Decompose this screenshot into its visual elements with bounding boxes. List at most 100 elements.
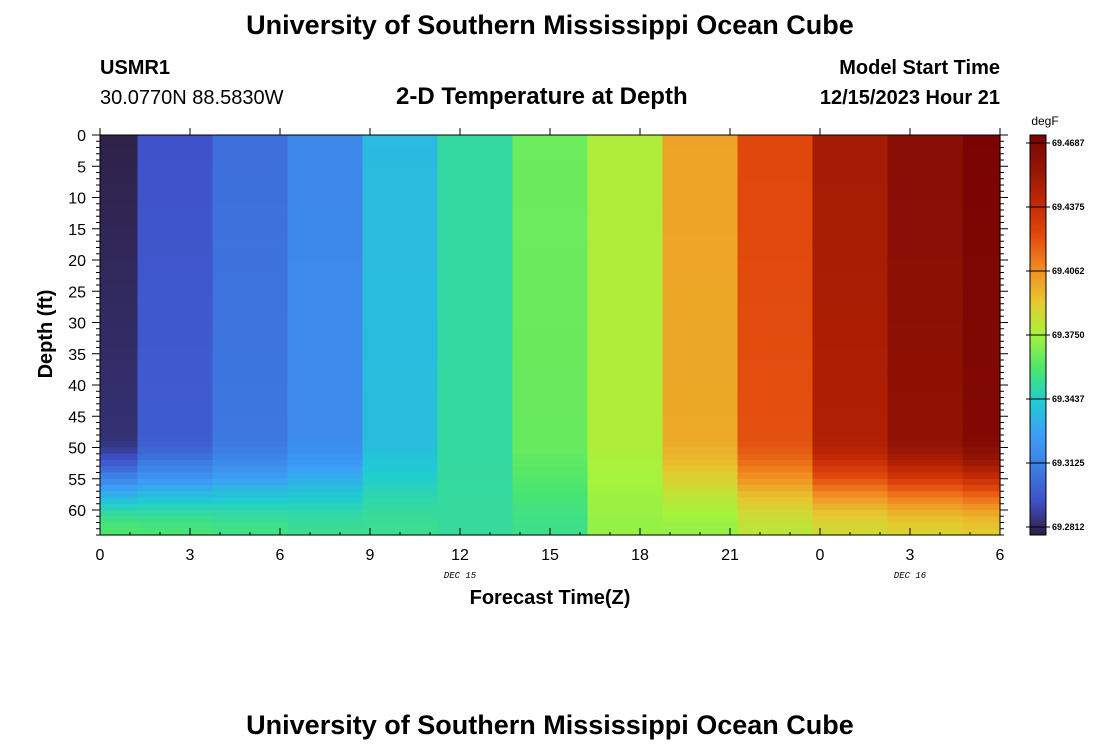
heatmap-cell — [100, 285, 139, 292]
heatmap-cell — [362, 197, 439, 205]
heatmap-cell — [437, 141, 514, 149]
heatmap-cell — [362, 372, 439, 380]
heatmap-cell — [212, 172, 289, 180]
heatmap-cell — [812, 403, 889, 411]
heatmap-cell — [737, 460, 814, 467]
heatmap-cell — [662, 297, 739, 305]
heatmap-cell — [137, 447, 214, 455]
heatmap-cell — [137, 510, 214, 517]
heatmap-cell — [437, 160, 514, 167]
heatmap-cell — [137, 360, 214, 367]
heatmap-cell — [962, 197, 1001, 205]
heatmap-cell — [137, 403, 214, 411]
heatmap-cell — [287, 335, 364, 342]
heatmap-cell — [137, 347, 214, 355]
heatmap-cell — [887, 466, 964, 474]
heatmap-cell — [100, 260, 139, 267]
heatmap-cell — [662, 460, 739, 467]
heatmap-cell — [512, 297, 589, 305]
heatmap-cell — [737, 222, 814, 230]
heatmap-cell — [812, 310, 889, 317]
heatmap-cell — [362, 266, 439, 274]
heatmap-cell — [137, 422, 214, 430]
heatmap-cell — [887, 510, 964, 517]
heatmap-cell — [587, 172, 664, 180]
heatmap-cell — [662, 147, 739, 155]
heatmap-cell — [100, 222, 139, 230]
heatmap-cell — [100, 241, 139, 249]
heatmap-cell — [737, 285, 814, 292]
heatmap-cell — [212, 322, 289, 330]
heatmap-cell — [362, 416, 439, 424]
heatmap-cell — [137, 460, 214, 467]
heatmap-cell — [587, 347, 664, 355]
heatmap-cell — [512, 178, 589, 186]
heatmap-cell — [437, 291, 514, 299]
heatmap-cell — [362, 360, 439, 367]
heatmap-cell — [812, 172, 889, 180]
heatmap-cell — [962, 447, 1001, 455]
heatmap-cell — [212, 435, 289, 442]
heatmap-cell — [137, 322, 214, 330]
heatmap-cell — [812, 228, 889, 236]
heatmap-cell — [287, 453, 364, 461]
heatmap-cell — [100, 491, 139, 499]
heatmap-cell — [362, 153, 439, 161]
heatmap-cell — [437, 285, 514, 292]
y-tick-label: 35 — [68, 347, 86, 364]
heatmap-cell — [212, 428, 289, 436]
heatmap-cell — [737, 391, 814, 399]
heatmap-cell — [812, 453, 889, 461]
heatmap-cell — [287, 241, 364, 249]
heatmap-cell — [437, 410, 514, 417]
heatmap-cell — [962, 466, 1001, 474]
heatmap-cell — [137, 328, 214, 336]
heatmap-cell — [887, 422, 964, 430]
heatmap-cell — [287, 178, 364, 186]
heatmap-cell — [362, 260, 439, 267]
heatmap-cell — [962, 385, 1001, 392]
heatmap-cell — [512, 428, 589, 436]
heatmap-cell — [812, 278, 889, 286]
heatmap-cell — [512, 316, 589, 324]
heatmap-cell — [587, 266, 664, 274]
heatmap-cell — [812, 353, 889, 361]
heatmap-cell — [587, 235, 664, 242]
heatmap-cell — [737, 210, 814, 217]
page-title: University of Southern Mississippi Ocean… — [246, 10, 854, 40]
heatmap-cell — [362, 410, 439, 417]
heatmap-cell — [362, 510, 439, 517]
heatmap-cell — [662, 391, 739, 399]
y-axis-title: Depth (ft) — [35, 290, 57, 379]
heatmap-cell — [587, 403, 664, 411]
heatmap-cell — [137, 478, 214, 486]
heatmap-cell — [737, 472, 814, 480]
heatmap-cell — [512, 247, 589, 255]
heatmap-cell — [737, 453, 814, 461]
heatmap-cell — [137, 141, 214, 149]
heatmap-cell — [100, 353, 139, 361]
heatmap-cell — [887, 528, 964, 536]
heatmap-cell — [812, 222, 889, 230]
heatmap-cell — [962, 522, 1001, 530]
heatmap-cell — [212, 416, 289, 424]
heatmap-cell — [662, 372, 739, 380]
heatmap-cell — [887, 216, 964, 224]
heatmap-cell — [137, 303, 214, 311]
heatmap-cell — [737, 328, 814, 336]
heatmap-cell — [962, 516, 1001, 524]
heatmap-cell — [587, 497, 664, 505]
heatmap-cell — [812, 235, 889, 242]
heatmap-cell — [887, 385, 964, 392]
heatmap-cell — [962, 328, 1001, 336]
heatmap-cell — [587, 178, 664, 186]
heatmap-cell — [587, 335, 664, 342]
heatmap-cell — [962, 341, 1001, 349]
heatmap-cell — [287, 328, 364, 336]
y-tick-label: 10 — [68, 191, 86, 208]
heatmap-cell — [512, 372, 589, 380]
heatmap-cell — [137, 178, 214, 186]
heatmap-cell — [212, 403, 289, 411]
heatmap-cell — [662, 497, 739, 505]
heatmap-cell — [887, 247, 964, 255]
